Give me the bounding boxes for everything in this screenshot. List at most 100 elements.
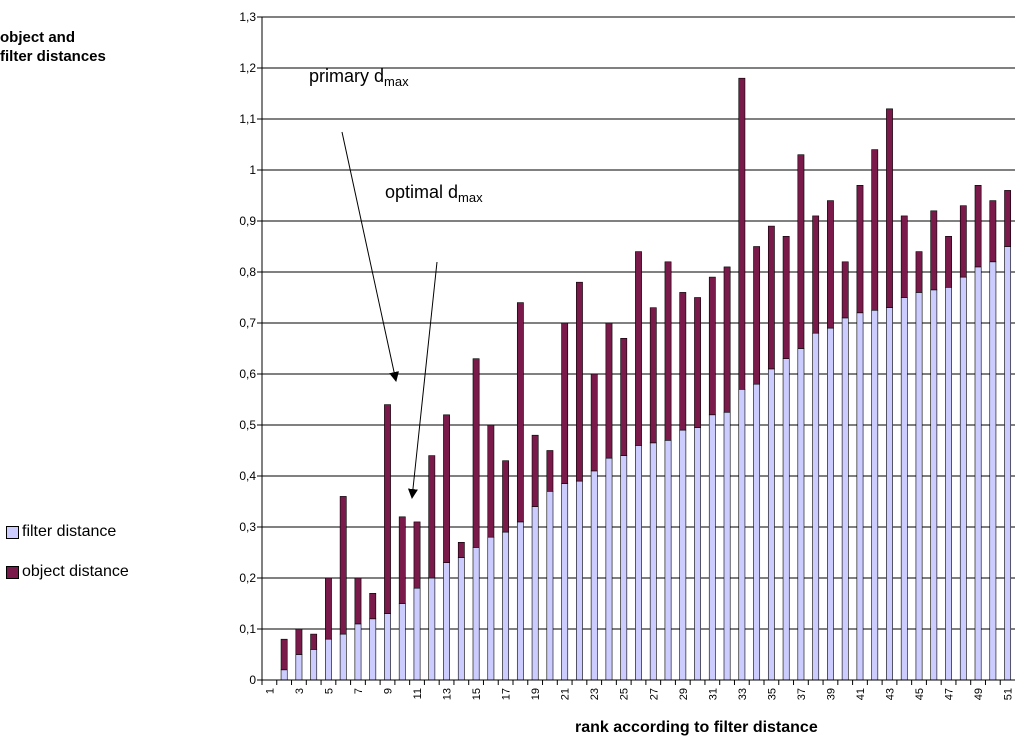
bar-filter-distance (974, 266, 982, 681)
bar-filter-distance (812, 332, 820, 681)
bar-object-distance (989, 200, 997, 263)
bar-object-distance (797, 154, 805, 349)
x-tick-label: 37 (796, 688, 808, 700)
legend: filter distance object distance (6, 522, 129, 602)
x-tick-label: 17 (501, 688, 513, 700)
bar-filter-distance (753, 383, 761, 681)
bar-object-distance (428, 455, 436, 579)
bar-object-distance (384, 404, 391, 615)
bar-filter-distance (561, 483, 569, 681)
bar-object-distance (738, 77, 746, 390)
bar-object-distance (723, 266, 731, 413)
bar-object-distance (841, 261, 849, 319)
x-tick-label: 19 (530, 688, 542, 700)
bar-object-distance (767, 225, 775, 370)
bar-filter-distance (325, 638, 332, 681)
bar-object-distance (900, 215, 908, 298)
bar-filter-distance (664, 439, 672, 681)
x-tick-label: 3 (294, 688, 306, 694)
bar-object-distance (457, 541, 465, 558)
annotation-arrows (341, 131, 438, 499)
y-tick-label: 1 (249, 163, 256, 177)
bar-filter-distance (413, 587, 421, 681)
x-tick-label: 49 (973, 688, 985, 700)
y-tick-label: 0,5 (239, 418, 256, 432)
x-tick-label: 1 (264, 688, 276, 694)
bar-filter-distance (649, 442, 657, 681)
bar-object-distance (443, 414, 450, 563)
bar-object-distance (590, 373, 598, 472)
y-tick-label: 0,8 (239, 265, 256, 279)
bar-object-distance (679, 292, 687, 431)
annotation-optimal-dmax-sub: max (458, 190, 483, 205)
bar-object-distance (354, 577, 362, 625)
bar-object-distance (753, 246, 761, 385)
x-tick-label: 5 (323, 688, 335, 694)
bar-object-distance (959, 205, 967, 278)
x-tick-label: 9 (383, 688, 395, 694)
y-tick-label: 1,3 (239, 10, 256, 24)
bar-filter-distance (354, 623, 362, 681)
bar-object-distance (782, 236, 790, 360)
bar-filter-distance (945, 286, 952, 681)
bar-object-distance (295, 628, 303, 655)
bar-object-distance (620, 337, 628, 456)
y-axis-title-line-1: object and (0, 29, 76, 46)
bar-object-distance (516, 302, 524, 523)
x-tick-label: 35 (766, 688, 778, 700)
y-tick-label: 1,2 (239, 61, 256, 75)
x-tick-label: 25 (619, 688, 631, 700)
bar-object-distance (576, 281, 583, 482)
bar-object-distance (945, 236, 952, 288)
x-tick-label: 15 (471, 688, 483, 700)
bar-filter-distance (694, 427, 701, 681)
bar-object-distance (310, 633, 318, 650)
bar-object-distance (502, 460, 510, 533)
legend-item-object-distance: object distance (6, 562, 129, 582)
bar-filter-distance (708, 414, 716, 681)
x-tick-label: 11 (412, 688, 424, 699)
legend-swatch-object-distance (6, 565, 19, 579)
bar-filter-distance (457, 557, 465, 681)
y-tick-label: 1,1 (239, 112, 256, 126)
bar-filter-distance (546, 490, 554, 681)
y-tick-label: 0,3 (239, 520, 256, 534)
y-tick-label: 0,4 (239, 469, 256, 483)
x-tick-label: 33 (737, 688, 749, 700)
bar-filter-distance (782, 358, 790, 681)
y-tick-label: 0,6 (239, 367, 256, 381)
x-tick-label: 13 (442, 688, 454, 700)
x-tick-label: 39 (825, 688, 837, 700)
bar-filter-distance (989, 261, 997, 681)
bar-object-distance (605, 322, 613, 459)
bar-filter-distance (856, 312, 864, 681)
bar-filter-distance (767, 368, 775, 681)
x-tick-label: 51 (1003, 688, 1015, 700)
bar-filter-distance (428, 577, 436, 681)
bar-object-distance (546, 450, 554, 492)
bar-filter-distance (295, 654, 303, 681)
bar-filter-distance (620, 455, 628, 681)
bar-object-distance (325, 577, 332, 640)
bar-filter-distance (635, 445, 642, 681)
x-tick-label: 7 (353, 688, 365, 694)
bar-object-distance (856, 185, 864, 314)
y-tick-label: 0,7 (239, 316, 256, 330)
y-axis-title-line-2: filter distances (0, 48, 106, 65)
bar-filter-distance (472, 547, 480, 681)
bar-filter-distance (841, 317, 849, 681)
x-tick-label: 31 (707, 688, 719, 700)
annotation-primary-dmax-text: primary d (309, 66, 385, 86)
bar-filter-distance (339, 633, 347, 681)
bar-object-distance (886, 108, 893, 308)
y-tick-label: 0,1 (239, 622, 256, 636)
bar-object-distance (915, 251, 923, 293)
bar-object-distance (664, 261, 672, 441)
bar-object-distance (1004, 190, 1012, 247)
x-axis-title: rank according to filter distance (575, 719, 818, 736)
bar-object-distance (561, 322, 569, 484)
bar-object-distance (694, 297, 701, 428)
bar-filter-distance (531, 506, 539, 681)
x-tick-label: 45 (914, 688, 926, 700)
